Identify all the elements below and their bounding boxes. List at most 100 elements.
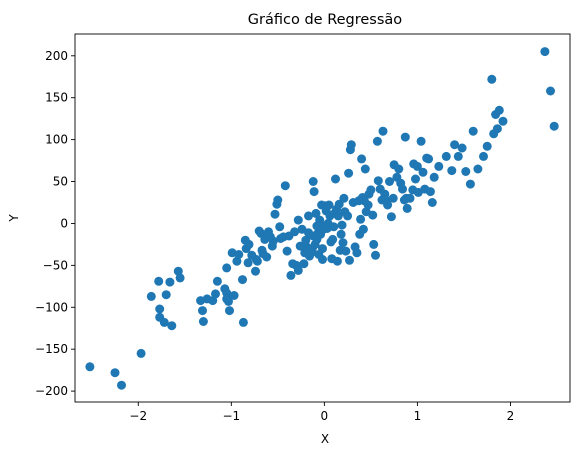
data-point xyxy=(225,306,234,316)
data-point xyxy=(299,259,309,269)
data-point xyxy=(293,215,303,225)
y-tick-label: 200 xyxy=(45,49,68,63)
data-point xyxy=(468,126,478,136)
data-point xyxy=(424,154,434,164)
data-point xyxy=(345,255,354,265)
data-point xyxy=(402,203,412,213)
data-point xyxy=(198,317,208,326)
data-point xyxy=(117,380,126,390)
data-point xyxy=(110,368,120,378)
data-point xyxy=(385,177,394,186)
y-tick-label: 50 xyxy=(53,175,68,189)
y-axis-ticks: −200 −150 −100 −50 0 50 100 150 200 xyxy=(35,49,75,398)
data-point xyxy=(311,208,321,218)
data-point xyxy=(358,224,368,234)
data-point xyxy=(273,195,283,205)
data-point xyxy=(155,304,165,314)
data-point xyxy=(461,167,471,176)
data-point xyxy=(336,229,346,239)
x-axis-label: X xyxy=(321,432,329,446)
data-point xyxy=(453,151,463,161)
data-point xyxy=(450,140,460,150)
data-point xyxy=(212,276,222,286)
data-point xyxy=(154,276,164,286)
data-point xyxy=(346,140,356,150)
data-point xyxy=(356,214,366,224)
data-point xyxy=(405,193,415,203)
data-point xyxy=(243,258,253,268)
data-point xyxy=(344,168,354,178)
data-point xyxy=(333,211,343,221)
x-axis-ticks: −2 −1 0 1 2 xyxy=(129,402,514,423)
x-tick-label: 1 xyxy=(414,409,422,423)
data-point xyxy=(366,185,376,195)
data-point xyxy=(434,161,444,171)
y-tick-label: −150 xyxy=(35,342,68,356)
data-point xyxy=(352,248,362,258)
data-point xyxy=(251,266,260,276)
data-point xyxy=(198,306,207,316)
data-point xyxy=(339,193,349,203)
data-point xyxy=(159,317,169,327)
data-point xyxy=(222,263,232,273)
data-point xyxy=(244,239,254,249)
data-point xyxy=(369,239,379,249)
data-point xyxy=(268,236,278,246)
data-point xyxy=(85,362,95,372)
chart-title: Gráfico de Regressão xyxy=(248,12,403,28)
data-point xyxy=(457,143,467,153)
data-point xyxy=(167,321,177,331)
data-point xyxy=(328,234,338,244)
y-tick-label: −100 xyxy=(35,300,68,314)
data-point xyxy=(331,174,340,184)
data-point xyxy=(487,74,497,84)
y-tick-label: −200 xyxy=(35,384,68,398)
y-tick-label: −50 xyxy=(43,258,68,272)
data-point xyxy=(368,210,378,220)
data-point xyxy=(234,250,244,259)
data-points xyxy=(85,47,559,390)
x-tick-label: −2 xyxy=(129,409,147,423)
data-point xyxy=(441,151,451,161)
data-point xyxy=(329,222,339,232)
data-point xyxy=(332,256,342,266)
data-point xyxy=(373,176,383,186)
data-point xyxy=(301,235,311,245)
data-point xyxy=(252,256,262,266)
data-point xyxy=(337,220,347,230)
data-point xyxy=(398,184,407,194)
data-point xyxy=(262,252,272,262)
data-point xyxy=(549,121,559,131)
data-point xyxy=(482,141,492,151)
data-point xyxy=(383,200,393,210)
data-point xyxy=(304,211,313,221)
data-point xyxy=(411,174,420,184)
data-point xyxy=(418,167,428,177)
data-point xyxy=(416,136,426,146)
data-point xyxy=(425,187,435,197)
data-point xyxy=(412,161,422,171)
data-point xyxy=(161,290,171,300)
data-point xyxy=(175,273,185,283)
data-point xyxy=(238,317,248,327)
data-point xyxy=(394,164,404,174)
data-point xyxy=(229,291,239,300)
data-point xyxy=(371,250,380,260)
y-tick-label: 150 xyxy=(45,91,68,105)
data-point xyxy=(429,172,439,182)
data-point xyxy=(324,200,334,210)
data-point xyxy=(546,86,555,96)
data-point xyxy=(280,181,290,191)
data-point xyxy=(318,255,327,264)
y-axis-label: Y xyxy=(7,214,21,223)
data-point xyxy=(165,277,175,287)
data-point xyxy=(363,200,373,210)
data-point xyxy=(286,270,296,280)
data-point xyxy=(427,198,437,207)
y-tick-label: 0 xyxy=(60,216,68,230)
data-point xyxy=(309,187,319,197)
data-point xyxy=(318,244,327,254)
data-point xyxy=(308,177,318,186)
data-point xyxy=(360,164,370,174)
data-point xyxy=(492,124,502,134)
